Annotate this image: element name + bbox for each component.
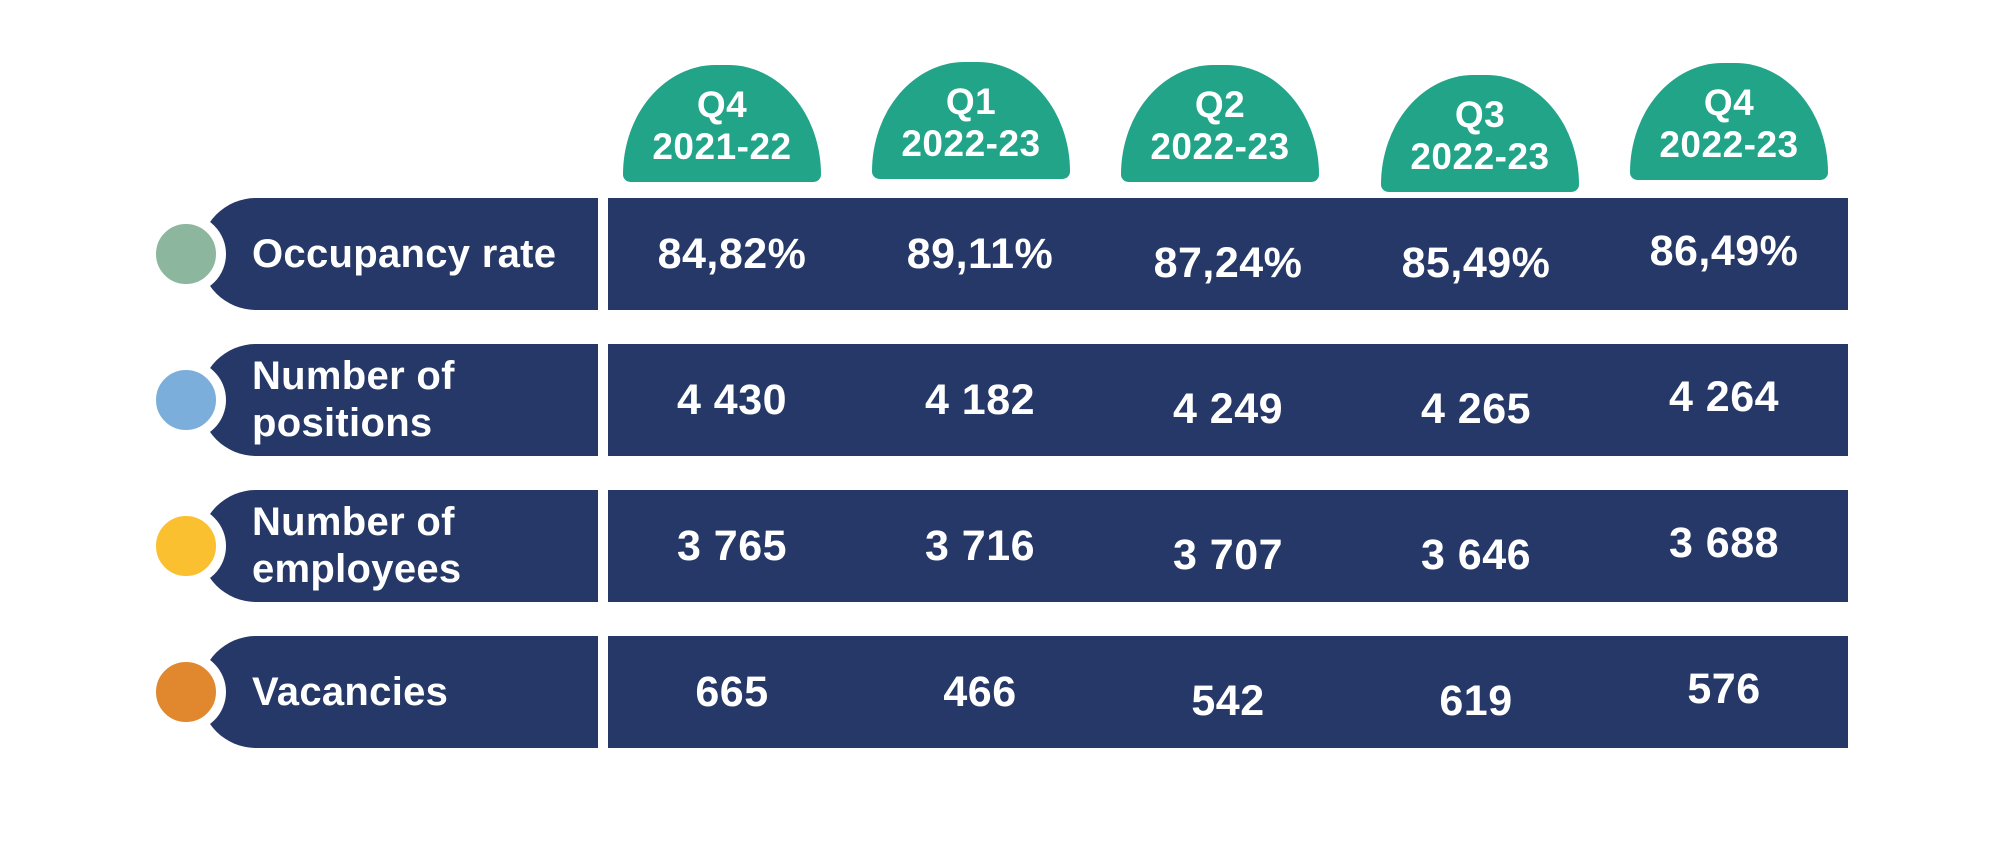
row-values: 665 466 542 619 576 (608, 636, 1848, 748)
column-header: Q4 2022-23 (1630, 63, 1828, 180)
column-period-label: 2022-23 (1150, 126, 1290, 168)
row-bullet-icon (146, 360, 226, 440)
row-label: Number of positions (200, 344, 598, 456)
column-period-label: 2022-23 (1410, 136, 1550, 178)
value-cell: 665 (695, 667, 769, 716)
column-quarter-label: Q4 (1703, 81, 1755, 123)
row-bullet-icon (146, 506, 226, 586)
value-cell: 4 430 (676, 375, 788, 424)
value-cell: 4 265 (1420, 384, 1532, 433)
row-label: Number of employees (200, 490, 598, 602)
column-period-label: 2022-23 (901, 123, 1041, 165)
row-label-text: Number of employees (252, 500, 462, 591)
value-cell: 3 716 (924, 521, 1036, 570)
value-cell: 542 (1191, 676, 1265, 725)
row-bullet-icon (146, 652, 226, 732)
column-quarter-label: Q3 (1454, 93, 1506, 135)
value-cell: 4 249 (1172, 384, 1284, 433)
row-values: 3 765 3 716 3 707 3 646 3 688 (608, 490, 1848, 602)
row-label-text: Number of positions (252, 354, 455, 445)
value-cell: 4 264 (1668, 372, 1780, 421)
value-cell: 89,11% (906, 229, 1054, 278)
row-label: Vacancies (200, 636, 598, 748)
value-cell: 4 182 (924, 375, 1036, 424)
column-quarter-label: Q1 (945, 80, 997, 122)
value-cell: 85,49% (1401, 238, 1551, 287)
value-cell: 87,24% (1153, 238, 1303, 287)
value-cell: 576 (1687, 664, 1761, 713)
row-label-text: Vacancies (252, 669, 449, 714)
row-values: 4 430 4 182 4 249 4 265 4 264 (608, 344, 1848, 456)
value-cell: 3 765 (676, 521, 788, 570)
column-period-label: 2022-23 (1659, 124, 1799, 166)
column-quarter-label: Q4 (696, 83, 748, 125)
value-cell: 3 688 (1668, 518, 1780, 567)
value-cell: 86,49% (1649, 226, 1799, 275)
value-cell: 84,82% (657, 229, 807, 278)
column-period-label: 2021-22 (652, 126, 792, 168)
row-values: 84,82% 89,11% 87,24% 85,49% 86,49% (608, 198, 1848, 310)
column-header: Q4 2021-22 (623, 65, 821, 182)
column-quarter-label: Q2 (1194, 83, 1246, 125)
row-label-text: Occupancy rate (252, 231, 557, 276)
column-header: Q1 2022-23 (872, 62, 1070, 179)
value-cell: 3 646 (1420, 530, 1532, 579)
column-header: Q3 2022-23 (1381, 75, 1579, 192)
value-cell: 3 707 (1172, 530, 1284, 579)
row-label: Occupancy rate (200, 198, 598, 310)
column-header: Q2 2022-23 (1121, 65, 1319, 182)
row-bullet-icon (146, 214, 226, 294)
value-cell: 619 (1439, 676, 1513, 725)
value-cell: 466 (943, 667, 1017, 716)
